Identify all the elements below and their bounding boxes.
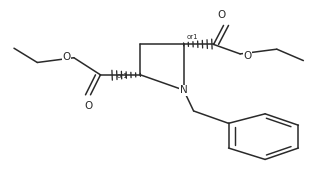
- Text: N: N: [180, 85, 187, 95]
- Text: O: O: [62, 52, 70, 62]
- Text: or1: or1: [117, 73, 129, 79]
- Text: O: O: [85, 101, 93, 111]
- Text: or1: or1: [187, 34, 199, 40]
- Text: O: O: [243, 51, 252, 61]
- Text: O: O: [218, 10, 226, 20]
